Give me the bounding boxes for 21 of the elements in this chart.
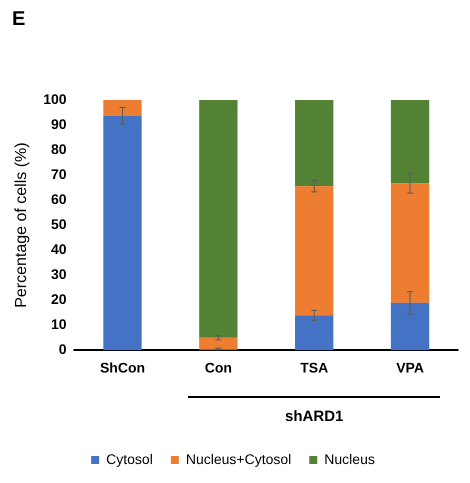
legend-label: Cytosol [106, 450, 153, 467]
y-tick-label: 60 [50, 190, 67, 207]
text: E [12, 8, 26, 31]
legend-label: Nucleus+Cytosol [186, 450, 292, 467]
y-tick-label: 40 [50, 240, 67, 257]
y-tick-label: 50 [50, 216, 67, 232]
x-tick-label: Con [204, 359, 232, 376]
legend-label: Nucleus [324, 450, 375, 467]
y-tick-label: 80 [50, 140, 67, 157]
y-tick-label: 70 [50, 166, 67, 182]
y-tick-label: 0 [58, 341, 67, 358]
y-tick-label: 90 [50, 116, 67, 132]
x-tick-label: VPA [396, 359, 424, 376]
x-tick-label: ShCon [100, 359, 146, 376]
y-tick-label: 10 [50, 316, 67, 332]
y-tick-label: 100 [43, 90, 67, 107]
x-tick-label: TSA [300, 359, 328, 376]
y-tick-label: 20 [50, 291, 67, 308]
y-tick-label: 30 [50, 266, 67, 282]
text: shARD1 [285, 408, 344, 426]
y-axis-title: Percentage of cells (%) [13, 142, 30, 308]
